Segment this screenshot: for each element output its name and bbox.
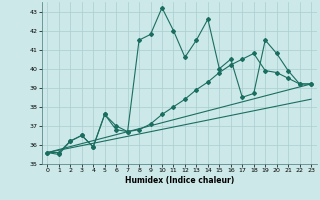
X-axis label: Humidex (Indice chaleur): Humidex (Indice chaleur) bbox=[124, 176, 234, 185]
